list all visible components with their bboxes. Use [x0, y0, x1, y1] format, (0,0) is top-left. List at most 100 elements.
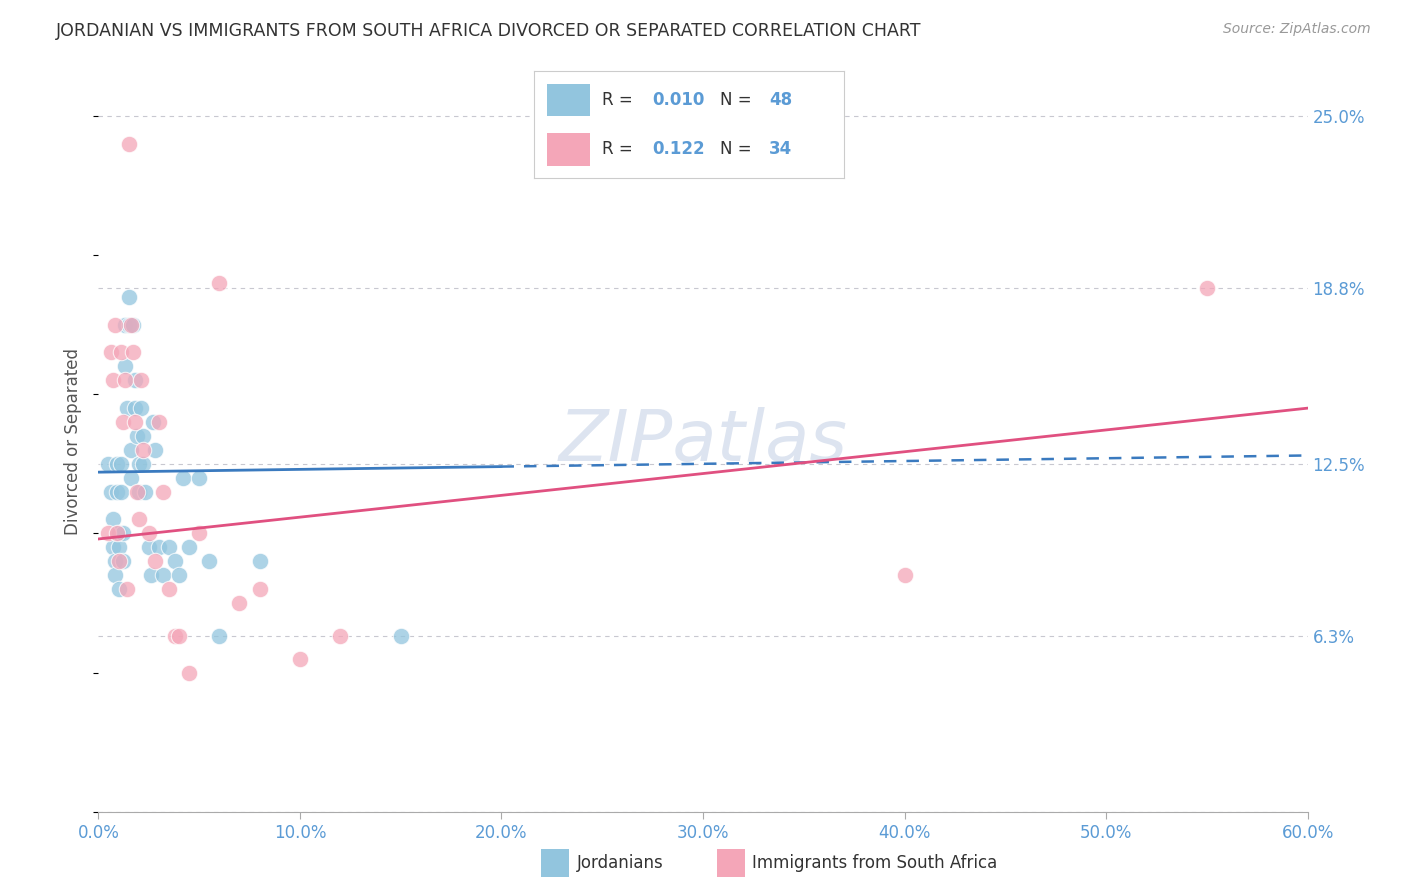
Point — [110, 457, 132, 471]
Point — [134, 484, 156, 499]
Point — [163, 554, 186, 568]
Point — [100, 484, 122, 499]
Point — [157, 582, 180, 596]
Bar — [717, 849, 745, 877]
Point — [101, 541, 124, 555]
Point — [143, 442, 166, 457]
Point — [103, 318, 125, 332]
Point — [893, 568, 915, 582]
Point — [97, 457, 120, 471]
Point — [138, 526, 160, 541]
Point — [101, 512, 124, 526]
Text: 0.010: 0.010 — [652, 91, 704, 109]
Point — [167, 568, 190, 582]
Y-axis label: Divorced or Separated: Divorced or Separated — [65, 348, 83, 535]
Point — [132, 442, 155, 457]
Point — [115, 582, 138, 596]
Point — [179, 541, 201, 555]
Point — [107, 554, 129, 568]
Point — [249, 554, 271, 568]
Point — [148, 541, 170, 555]
Bar — [547, 134, 591, 166]
Point — [132, 457, 155, 471]
Point — [115, 401, 138, 416]
Text: 48: 48 — [769, 91, 793, 109]
Bar — [541, 849, 569, 877]
Point — [228, 596, 250, 610]
Point — [118, 318, 141, 332]
Point — [132, 429, 155, 443]
Point — [120, 318, 142, 332]
Point — [105, 526, 128, 541]
Point — [143, 554, 166, 568]
Point — [167, 629, 190, 643]
Point — [179, 665, 201, 680]
Point — [128, 457, 150, 471]
Point — [142, 415, 165, 429]
Point — [124, 401, 146, 416]
Point — [152, 484, 174, 499]
Text: 0.122: 0.122 — [652, 141, 704, 159]
Point — [100, 345, 122, 359]
Point — [107, 541, 129, 555]
Point — [114, 359, 136, 374]
Point — [208, 629, 231, 643]
Point — [389, 629, 412, 643]
Point — [188, 526, 211, 541]
Point — [103, 568, 125, 582]
Point — [288, 651, 311, 665]
Point — [111, 554, 134, 568]
Point — [129, 373, 152, 387]
Point — [97, 526, 120, 541]
Point — [157, 541, 180, 555]
Point — [118, 136, 141, 151]
Text: ZIPatlas: ZIPatlas — [558, 407, 848, 476]
Point — [148, 415, 170, 429]
Point — [121, 318, 143, 332]
Point — [128, 512, 150, 526]
Point — [124, 373, 146, 387]
Point — [107, 582, 129, 596]
Text: 34: 34 — [769, 141, 793, 159]
Point — [105, 484, 128, 499]
Text: JORDANIAN VS IMMIGRANTS FROM SOUTH AFRICA DIVORCED OR SEPARATED CORRELATION CHAR: JORDANIAN VS IMMIGRANTS FROM SOUTH AFRIC… — [56, 22, 922, 40]
Point — [120, 442, 142, 457]
Point — [128, 484, 150, 499]
Point — [120, 471, 142, 485]
Point — [114, 318, 136, 332]
Text: R =: R = — [602, 91, 638, 109]
Bar — [547, 84, 591, 116]
Point — [1195, 281, 1218, 295]
Point — [129, 401, 152, 416]
Point — [118, 290, 141, 304]
Point — [249, 582, 271, 596]
Text: R =: R = — [602, 141, 638, 159]
Point — [121, 345, 143, 359]
Point — [172, 471, 194, 485]
Point — [111, 526, 134, 541]
Point — [208, 276, 231, 290]
Point — [329, 629, 352, 643]
Point — [103, 554, 125, 568]
Point — [124, 415, 146, 429]
Point — [163, 629, 186, 643]
Text: Immigrants from South Africa: Immigrants from South Africa — [752, 854, 997, 872]
Point — [125, 429, 148, 443]
Point — [105, 457, 128, 471]
Text: Source: ZipAtlas.com: Source: ZipAtlas.com — [1223, 22, 1371, 37]
Point — [111, 415, 134, 429]
Point — [139, 568, 162, 582]
Point — [110, 345, 132, 359]
Point — [125, 484, 148, 499]
Point — [107, 526, 129, 541]
Point — [110, 484, 132, 499]
Point — [101, 373, 124, 387]
Text: N =: N = — [720, 141, 756, 159]
Point — [188, 471, 211, 485]
Text: Jordanians: Jordanians — [576, 854, 664, 872]
Point — [138, 541, 160, 555]
Point — [152, 568, 174, 582]
Text: N =: N = — [720, 91, 756, 109]
Point — [198, 554, 221, 568]
Point — [114, 373, 136, 387]
